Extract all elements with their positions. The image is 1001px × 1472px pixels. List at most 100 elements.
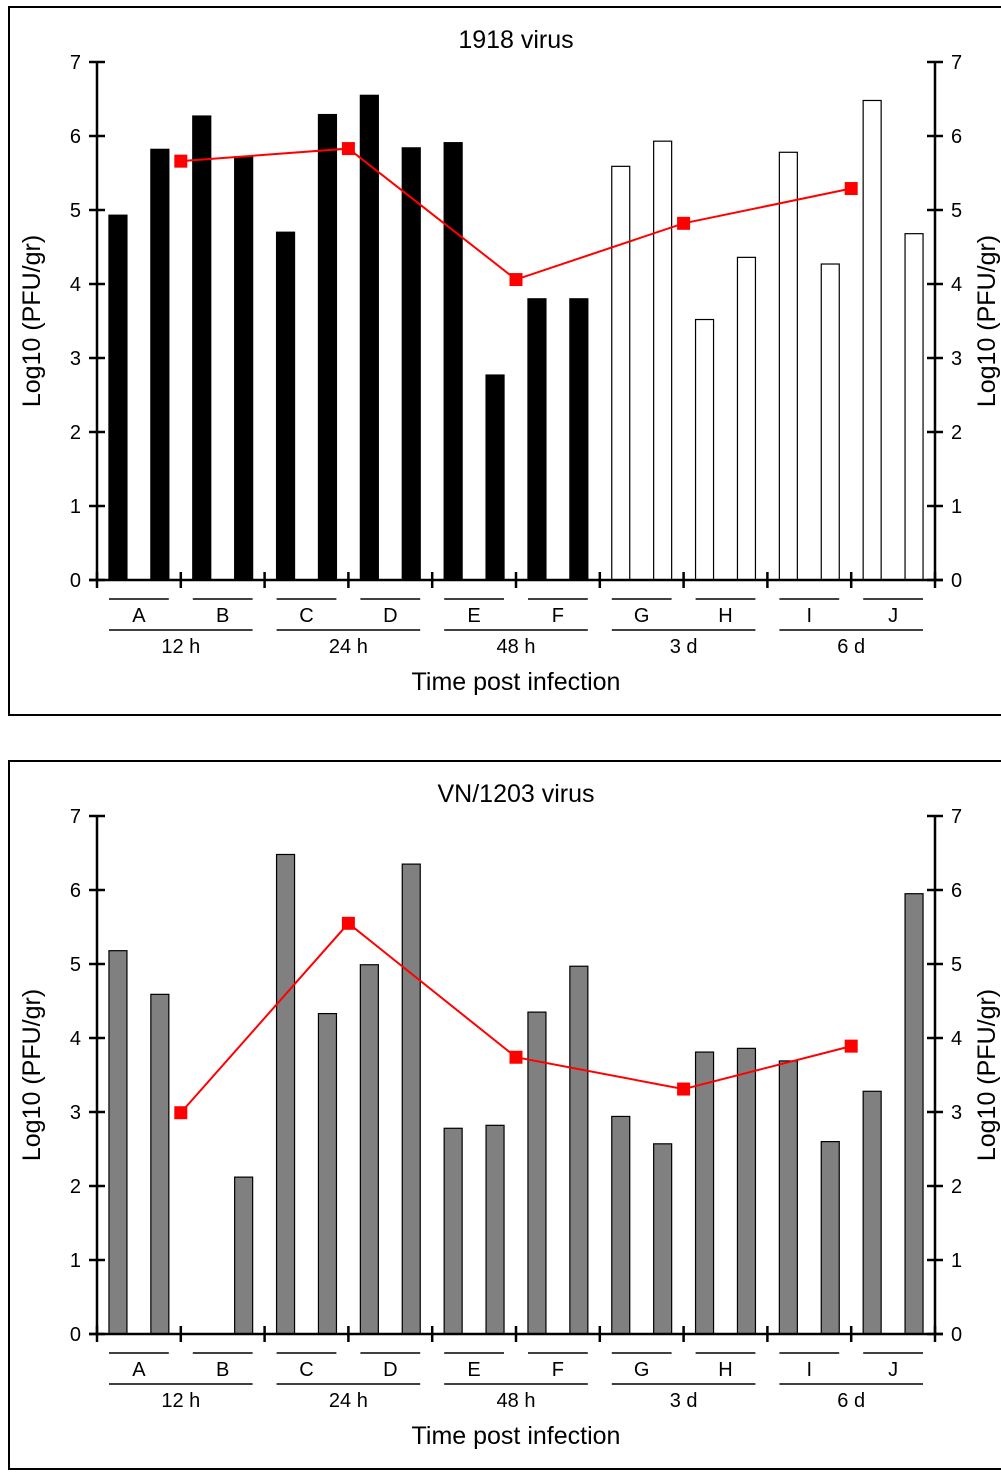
y-tick-label-left: 1 — [70, 1250, 81, 1272]
y-tick-label-right: 6 — [951, 880, 962, 902]
bar-g-2 — [653, 140, 673, 581]
subgroup-label: J — [888, 1359, 898, 1381]
bar-j-1 — [862, 1090, 882, 1335]
bar-e-1 — [443, 1127, 463, 1335]
subgroup-label: B — [216, 605, 229, 627]
bar-d-2 — [401, 863, 421, 1335]
subgroup-label: D — [383, 1359, 397, 1381]
bar-h-1 — [694, 1051, 715, 1335]
chart-vn1203-virus: VN/1203 virus 0 0 1 1 2 2 3 3 4 4 5 5 6 6 7 7 A B C D E F G H I J 1… — [18, 780, 1001, 1450]
timepoint-label: 6 d — [837, 1390, 865, 1412]
bar-c-1 — [275, 853, 296, 1335]
mean-marker — [844, 182, 858, 196]
bar-c-1 — [275, 231, 296, 581]
timepoint-label: 12 h — [161, 636, 200, 658]
y-tick-label-left: 5 — [70, 954, 81, 976]
timepoint-label: 24 h — [329, 1390, 368, 1412]
y-axis-label-left: Log10 (PFU/gr) — [18, 989, 46, 1161]
y-tick-label-left: 6 — [70, 126, 81, 148]
bar-b-1 — [192, 115, 212, 581]
mean-marker — [509, 273, 523, 287]
chart-1918-virus: 1918 virus 0 0 1 1 2 2 3 3 4 4 5 5 6 6 7 7 A B C D E F G H I J 12 h… — [18, 26, 1001, 696]
y-tick-label-left: 7 — [70, 806, 81, 828]
bar-i-1 — [778, 151, 798, 581]
bar-a-2 — [150, 148, 170, 581]
bar-i-1 — [778, 1060, 798, 1335]
subgroup-label: A — [132, 1359, 146, 1381]
bar-i-2 — [820, 263, 840, 581]
bar-a-1 — [108, 950, 128, 1335]
chart-title: VN/1203 virus — [437, 780, 594, 808]
y-tick-label-left: 4 — [70, 1028, 81, 1050]
y-tick-label-right: 6 — [951, 126, 962, 148]
y-tick-label-left: 2 — [70, 422, 81, 444]
bar-d-1 — [359, 964, 379, 1335]
y-tick-label-right: 0 — [951, 1324, 962, 1346]
mean-marker — [341, 916, 355, 930]
y-axis-label-right: Log10 (PFU/gr) — [973, 989, 1001, 1161]
bar-a-2 — [150, 993, 170, 1335]
y-axis-label-right: Log10 (PFU/gr) — [973, 235, 1001, 407]
bar-i-2 — [820, 1141, 840, 1335]
y-tick-label-right: 4 — [951, 1028, 962, 1050]
subgroup-label: J — [888, 605, 898, 627]
subgroup-label: F — [552, 1359, 564, 1381]
y-tick-label-left: 0 — [70, 570, 81, 592]
subgroup-label: B — [216, 1359, 229, 1381]
bar-e-2 — [485, 374, 505, 581]
bar-b-2 — [234, 1176, 254, 1335]
y-tick-label-left: 3 — [70, 1102, 81, 1124]
subgroup-label: F — [552, 605, 564, 627]
bar-f-2 — [569, 298, 589, 581]
timepoint-label: 3 d — [670, 1390, 698, 1412]
subgroup-label: I — [807, 605, 813, 627]
y-tick-label-right: 2 — [951, 1176, 962, 1198]
timepoint-label: 3 d — [670, 636, 698, 658]
y-tick-label-right: 0 — [951, 570, 962, 592]
bar-j-2 — [904, 893, 924, 1335]
bar-d-1 — [359, 94, 379, 581]
bar-e-2 — [485, 1124, 505, 1335]
y-tick-label-right: 7 — [951, 806, 962, 828]
bar-g-1 — [611, 1115, 631, 1335]
y-tick-label-right: 7 — [951, 52, 962, 74]
y-tick-label-left: 7 — [70, 52, 81, 74]
subgroup-label: I — [807, 1359, 813, 1381]
bar-a-1 — [108, 214, 128, 581]
y-tick-label-right: 1 — [951, 1250, 962, 1272]
timepoint-label: 48 h — [497, 1390, 536, 1412]
y-tick-label-right: 3 — [951, 1102, 962, 1124]
bar-f-1 — [527, 298, 547, 581]
y-tick-label-right: 5 — [951, 200, 962, 222]
subgroup-label: D — [383, 605, 397, 627]
y-tick-label-right: 3 — [951, 348, 962, 370]
bar-h-2 — [736, 256, 757, 581]
bar-h-2 — [736, 1047, 757, 1335]
y-tick-label-left: 6 — [70, 880, 81, 902]
bar-f-2 — [569, 965, 589, 1335]
bar-e-1 — [443, 142, 463, 581]
chart-title: 1918 virus — [458, 26, 573, 54]
subgroup-label: C — [299, 605, 313, 627]
timepoint-label: 24 h — [329, 636, 368, 658]
subgroup-label: H — [718, 605, 732, 627]
bar-b-2 — [234, 156, 254, 581]
timepoint-label: 12 h — [161, 1390, 200, 1412]
bar-j-1 — [862, 99, 882, 581]
timepoint-label: 48 h — [497, 636, 536, 658]
chart-panel-1918: 1918 virus 0 0 1 1 2 2 3 3 4 4 5 5 6 6 7 7 A B C D E F G H I J 12 h… — [8, 6, 1001, 716]
x-axis-label: Time post infection — [412, 1422, 621, 1450]
bar-c-2 — [317, 113, 338, 581]
y-tick-label-right: 2 — [951, 422, 962, 444]
subgroup-label: C — [299, 1359, 313, 1381]
bar-d-2 — [401, 147, 421, 581]
subgroup-label: H — [718, 1359, 732, 1381]
y-tick-label-left: 4 — [70, 274, 81, 296]
y-tick-label-right: 5 — [951, 954, 962, 976]
chart-panel-vn1203: VN/1203 virus 0 0 1 1 2 2 3 3 4 4 5 5 6 6 7 7 A B C D E F G H I J 1… — [8, 760, 1001, 1470]
mean-marker — [174, 1106, 188, 1120]
y-tick-label-left: 0 — [70, 1324, 81, 1346]
bar-g-1 — [611, 165, 631, 581]
y-tick-label-left: 1 — [70, 496, 81, 518]
mean-marker — [341, 142, 355, 156]
